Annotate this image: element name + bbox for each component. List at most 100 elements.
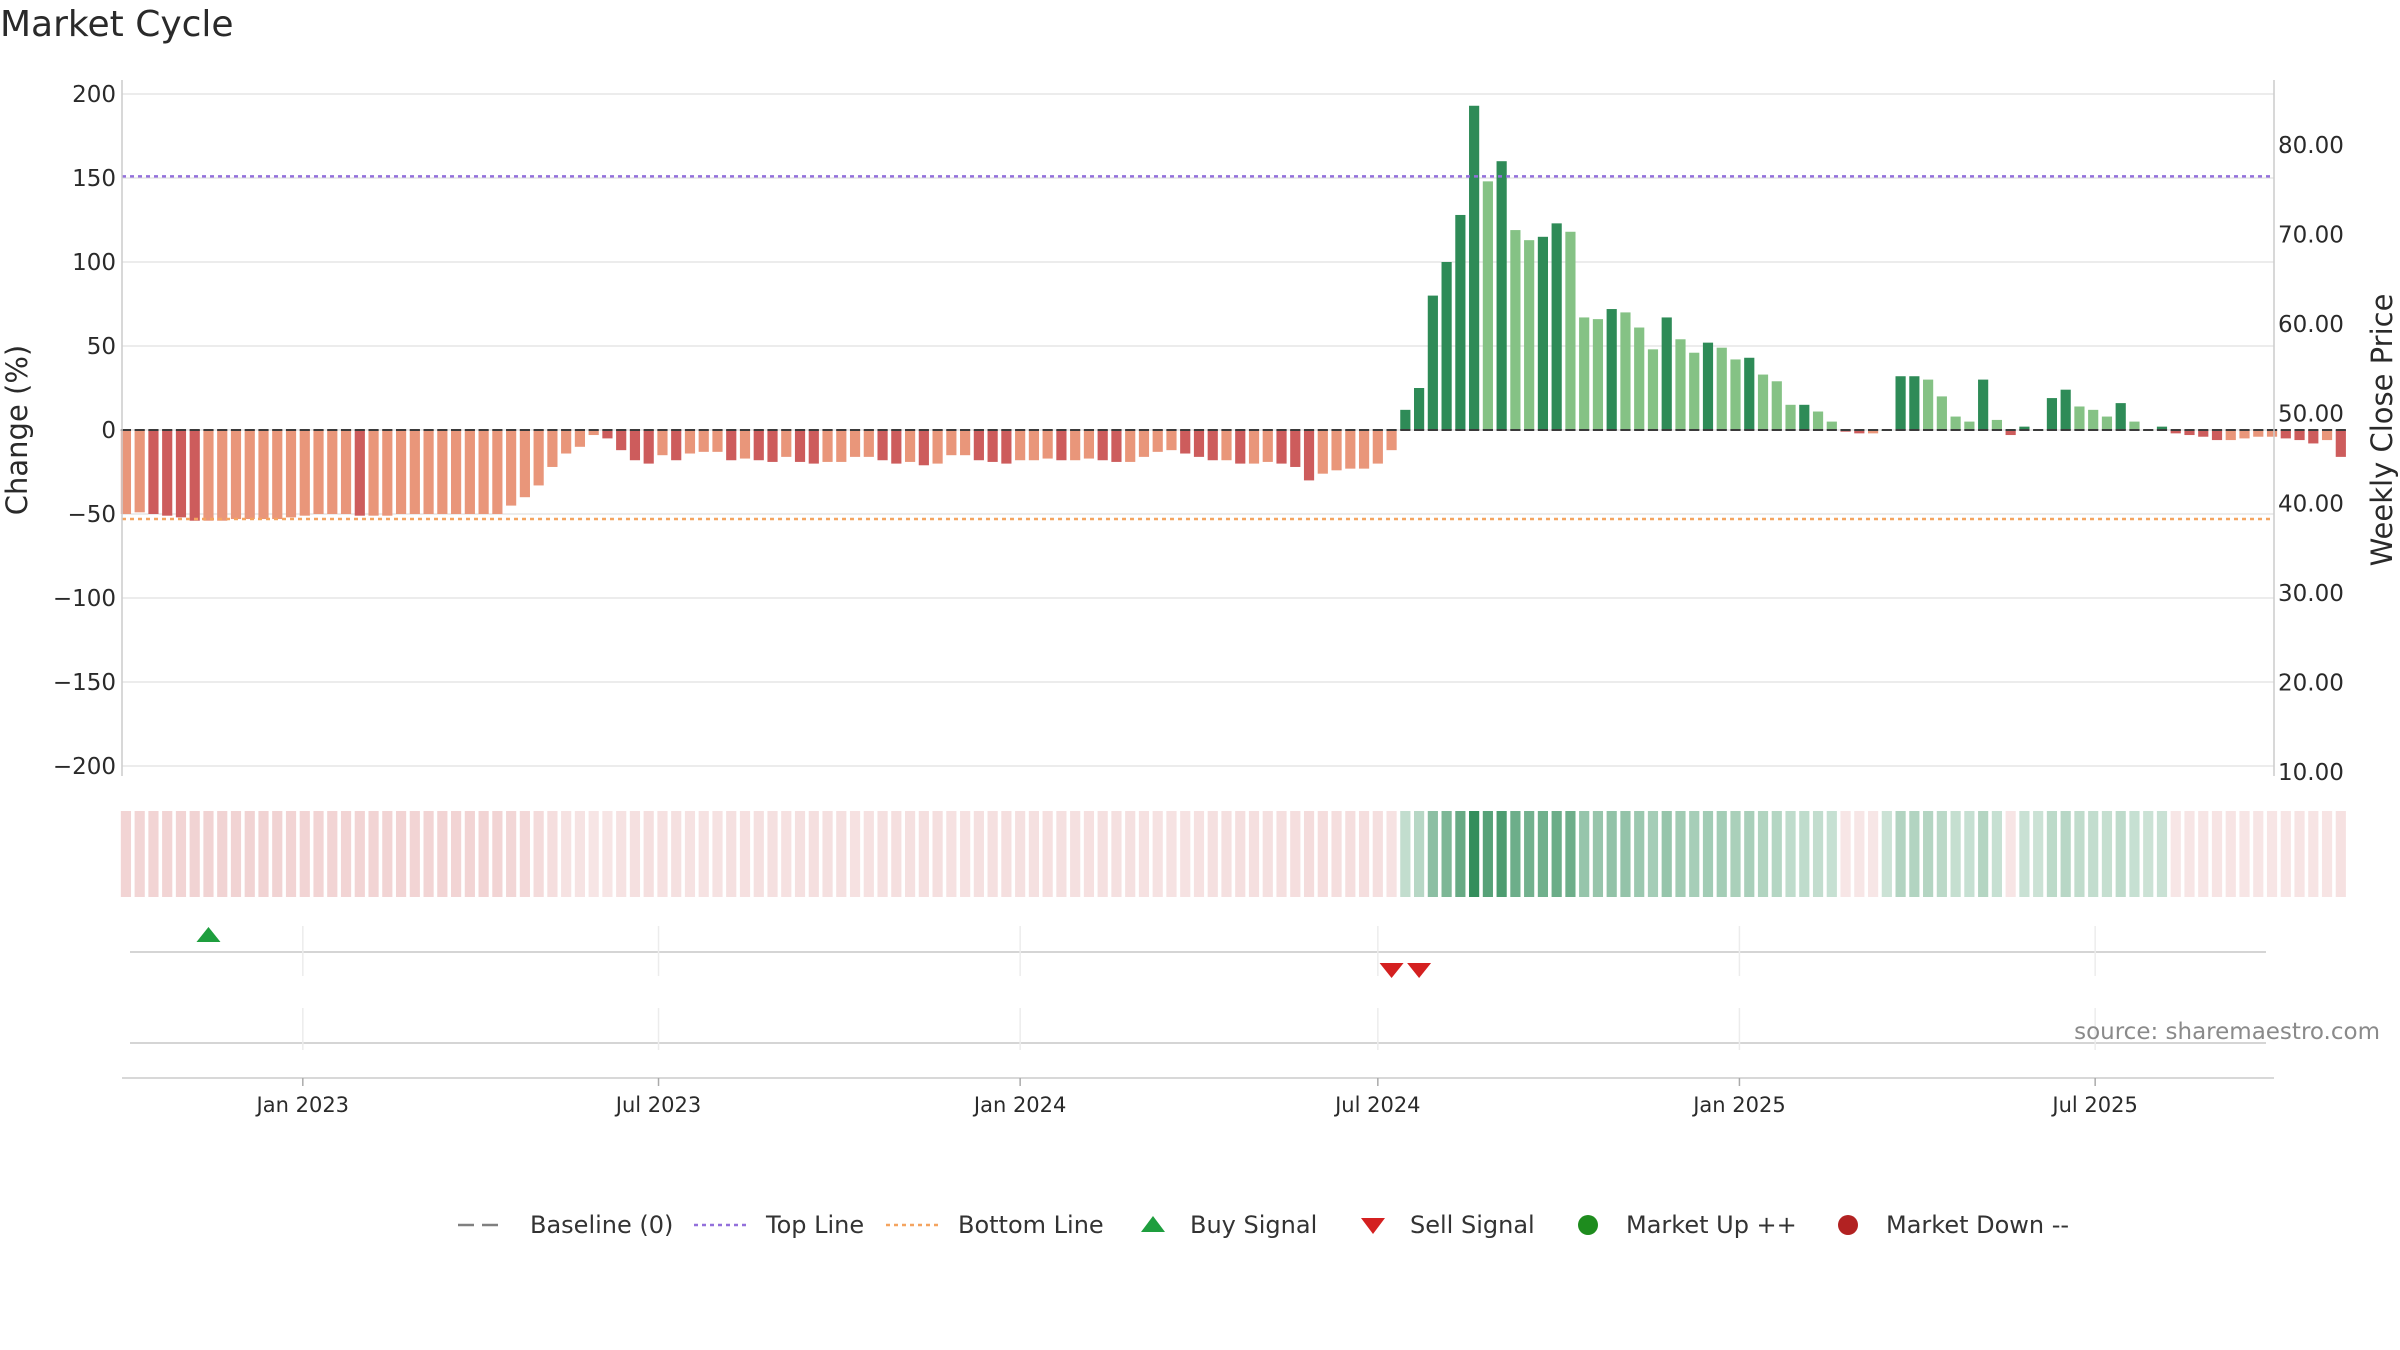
heat-cell bbox=[1757, 811, 1769, 897]
change-bar bbox=[987, 430, 998, 462]
change-bar bbox=[712, 430, 723, 452]
change-bar bbox=[1950, 416, 1961, 430]
change-bar bbox=[547, 430, 558, 467]
heat-cell bbox=[1812, 811, 1824, 897]
legend-item: Sell Signal bbox=[1361, 1211, 1535, 1239]
change-bar bbox=[506, 430, 517, 506]
change-bar bbox=[574, 430, 586, 447]
y-tick-label: −50 bbox=[67, 502, 116, 528]
change-bar bbox=[2156, 426, 2168, 430]
heat-cell bbox=[1592, 811, 1604, 897]
heat-cell bbox=[1826, 811, 1837, 897]
heat-cell bbox=[726, 811, 737, 897]
heat-cell bbox=[1290, 811, 1301, 897]
y-tick-label: 0 bbox=[101, 418, 116, 444]
y-tick-label: 100 bbox=[72, 250, 116, 276]
date-tick-label: Jan 2023 bbox=[255, 1093, 350, 1117]
change-bar bbox=[2280, 430, 2291, 439]
change-bar bbox=[1551, 223, 1562, 430]
change-bar bbox=[1372, 430, 1383, 464]
change-bar bbox=[684, 430, 696, 454]
change-bar bbox=[451, 430, 462, 514]
change-bar bbox=[1193, 430, 1205, 457]
heat-cell bbox=[1799, 811, 1810, 897]
heat-cell bbox=[2253, 811, 2264, 897]
change-bar bbox=[1262, 430, 1273, 462]
change-bar bbox=[1812, 411, 1824, 430]
change-bar bbox=[2074, 406, 2085, 430]
heat-cell bbox=[1042, 811, 1053, 897]
y-tick-label: 50 bbox=[87, 334, 116, 360]
heat-cell bbox=[657, 811, 668, 897]
heat-cell bbox=[1785, 811, 1796, 897]
change-bar bbox=[2308, 430, 2319, 444]
heat-cell bbox=[340, 811, 352, 897]
heat-cell bbox=[1138, 811, 1150, 897]
heat-cell bbox=[1675, 811, 1686, 897]
change-bar bbox=[368, 430, 379, 516]
heat-cell bbox=[1386, 811, 1397, 897]
heat-cell bbox=[1689, 811, 1700, 897]
change-bar bbox=[1028, 430, 1039, 461]
change-bar bbox=[2321, 430, 2333, 441]
legend-item: Market Up ++ bbox=[1578, 1211, 1797, 1239]
heat-cell bbox=[120, 811, 132, 897]
change-bar bbox=[1647, 349, 1659, 430]
heat-cell bbox=[1909, 811, 1920, 897]
legend-sell-marker bbox=[1361, 1218, 1385, 1234]
change-bar bbox=[2239, 430, 2250, 439]
heat-cell bbox=[918, 811, 929, 897]
heat-cell bbox=[1125, 811, 1136, 897]
y-axis-label: Change (%) bbox=[0, 345, 34, 515]
change-bar bbox=[492, 430, 503, 514]
y2-tick-label: 10.00 bbox=[2278, 760, 2344, 786]
heat-cell bbox=[2115, 811, 2126, 897]
change-bar bbox=[2129, 421, 2140, 430]
heat-cell bbox=[354, 811, 365, 897]
legend-circle-marker bbox=[1578, 1215, 1598, 1235]
change-bar bbox=[478, 430, 489, 514]
heat-cell bbox=[1716, 811, 1727, 897]
change-bar bbox=[1248, 430, 1260, 464]
change-bar bbox=[1358, 430, 1370, 469]
change-bar bbox=[1235, 430, 1246, 464]
heat-cell bbox=[2225, 811, 2236, 897]
legend-item: Market Down -- bbox=[1838, 1211, 2069, 1239]
change-bar bbox=[244, 430, 255, 520]
change-bar bbox=[1207, 430, 1218, 461]
change-bar bbox=[602, 430, 613, 439]
heat-cell bbox=[1028, 811, 1039, 897]
heat-cell bbox=[561, 811, 572, 897]
heat-cell bbox=[506, 811, 517, 897]
legend-item: Bottom Line bbox=[886, 1211, 1104, 1239]
heat-cell bbox=[492, 811, 503, 897]
change-bar bbox=[1909, 376, 1920, 430]
change-bar bbox=[230, 430, 242, 520]
y-tick-label: 200 bbox=[72, 82, 116, 108]
heat-cell bbox=[1923, 811, 1934, 897]
heat-cell bbox=[148, 811, 159, 897]
heat-cell bbox=[313, 811, 324, 897]
heat-cell bbox=[1427, 811, 1438, 897]
heat-cell bbox=[382, 811, 393, 897]
y2-tick-label: 50.00 bbox=[2278, 402, 2344, 428]
change-bar bbox=[2211, 430, 2223, 441]
heat-cell bbox=[409, 811, 420, 897]
y-tick-label: −200 bbox=[53, 754, 116, 780]
change-bar bbox=[258, 430, 269, 520]
heat-cell bbox=[1441, 811, 1452, 897]
change-bar bbox=[409, 430, 420, 514]
change-bar bbox=[340, 430, 352, 514]
heat-cell bbox=[973, 811, 984, 897]
heat-cell bbox=[1262, 811, 1273, 897]
heat-cell bbox=[464, 811, 475, 897]
change-bar bbox=[1400, 409, 1411, 430]
heat-cell bbox=[1496, 811, 1507, 897]
heat-cell bbox=[781, 811, 792, 897]
y2-tick-label: 40.00 bbox=[2278, 491, 2344, 517]
heat-cell bbox=[1469, 811, 1480, 897]
reference-lines bbox=[122, 175, 2274, 521]
change-bar bbox=[1180, 430, 1191, 454]
heat-cell bbox=[134, 811, 145, 897]
heat-cell bbox=[1730, 811, 1741, 897]
